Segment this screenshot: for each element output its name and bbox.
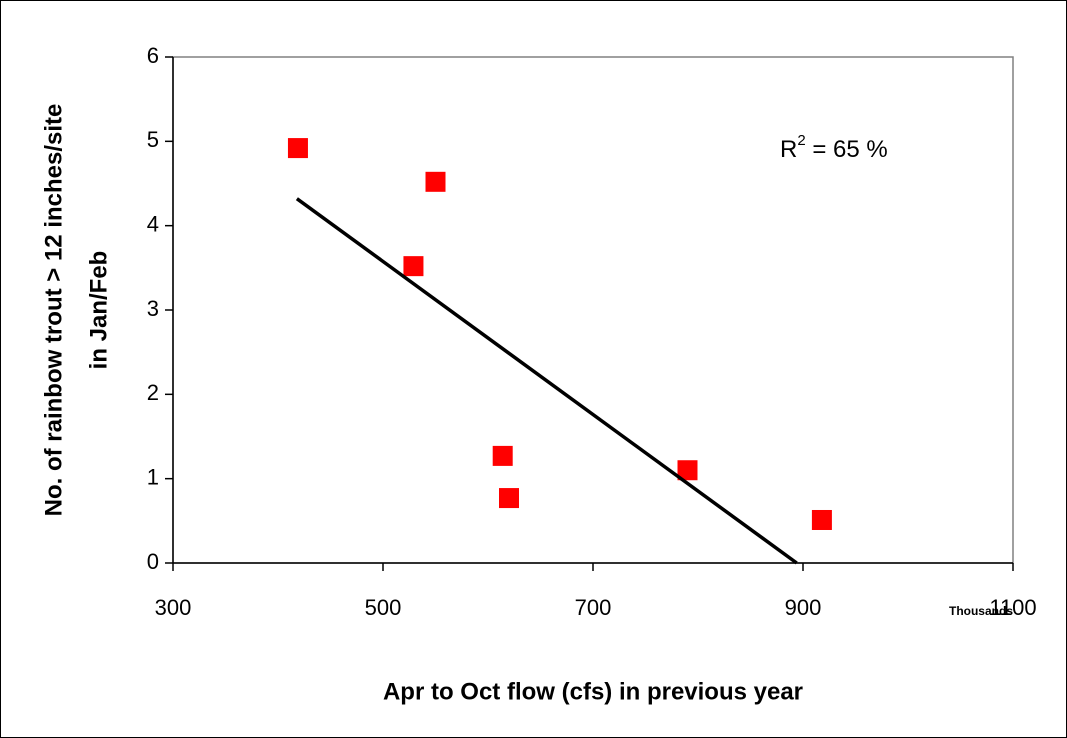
x-axis-title: Apr to Oct flow (cfs) in previous year bbox=[383, 678, 803, 705]
x-tick-label: 700 bbox=[575, 595, 612, 620]
y-tick-label: 6 bbox=[147, 43, 159, 68]
x-tick-label: 900 bbox=[785, 595, 822, 620]
trend-line bbox=[295, 197, 798, 565]
annotation-base: R bbox=[780, 136, 797, 163]
y-axis-title: No. of rainbow trout > 12 inches/site in… bbox=[40, 104, 112, 517]
marker bbox=[403, 256, 424, 277]
marker bbox=[287, 138, 308, 159]
marker bbox=[499, 488, 519, 509]
y-tick-label: 0 bbox=[147, 549, 159, 574]
x-tick-label: 500 bbox=[365, 595, 402, 620]
y-axis-title-line: in Jan/Feb bbox=[85, 251, 112, 370]
y-tick-label: 3 bbox=[147, 296, 159, 321]
y-tick-label: 2 bbox=[147, 380, 159, 405]
y-axis-title-line: No. of rainbow trout > 12 inches/site bbox=[40, 104, 67, 517]
marker bbox=[492, 445, 513, 466]
y-tick-label: 1 bbox=[147, 464, 159, 489]
marker bbox=[677, 460, 698, 481]
marker bbox=[425, 171, 446, 192]
annotation-sup: 2 bbox=[797, 132, 805, 149]
y-tick-label: 4 bbox=[147, 211, 159, 236]
annotation-rest: = 65 % bbox=[806, 136, 888, 163]
marker bbox=[811, 509, 832, 530]
annotation: R2 = 65 % bbox=[780, 132, 888, 163]
x-units-label: Thousands bbox=[949, 604, 1013, 618]
x-tick-label: 300 bbox=[155, 595, 192, 620]
y-tick-label: 5 bbox=[147, 127, 159, 152]
x-tick-label: 1100 bbox=[989, 595, 1036, 620]
